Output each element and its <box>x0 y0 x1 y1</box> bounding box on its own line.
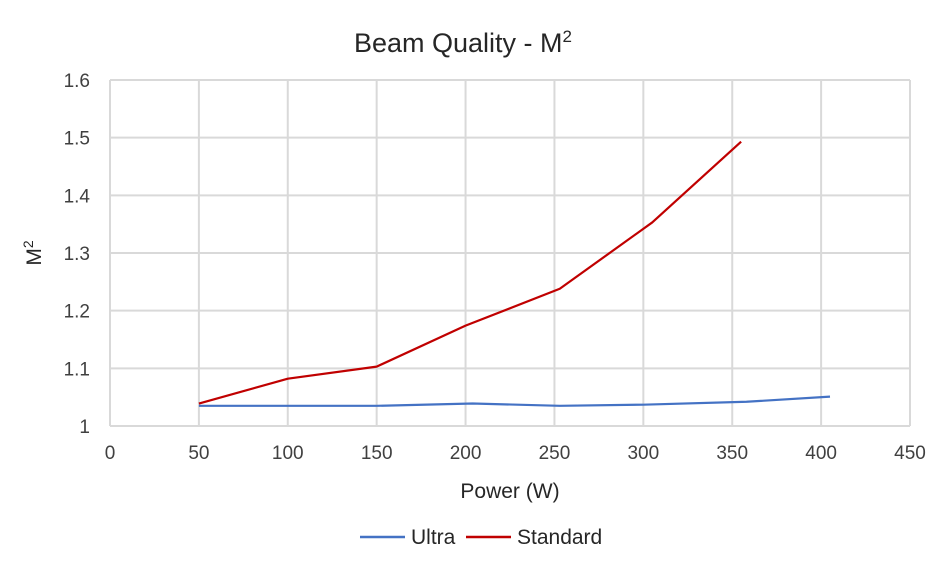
x-tick-label: 200 <box>450 443 482 464</box>
x-tick-label: 350 <box>716 443 748 464</box>
x-tick-label: 0 <box>105 443 116 464</box>
series-line-ultra <box>198 395 831 407</box>
y-tick-label: 1.5 <box>64 129 90 150</box>
x-tick-label: 300 <box>627 443 659 464</box>
x-tick-label: 100 <box>272 443 304 464</box>
x-tick-label: 250 <box>539 443 571 464</box>
y-tick-label: 1.6 <box>64 71 90 92</box>
x-axis-label: Power (W) <box>460 480 559 503</box>
y-tick-label: 1 <box>79 417 90 438</box>
x-tick-label: 450 <box>894 443 926 464</box>
series-line-standard <box>198 140 742 405</box>
legend-label-standard: Standard <box>517 526 602 549</box>
series-lines <box>198 140 831 407</box>
y-tick-label: 1.3 <box>64 244 90 265</box>
y-tick-label: 1.2 <box>64 302 90 323</box>
legend: Ultra Standard <box>360 526 602 549</box>
legend-label-ultra: Ultra <box>411 526 456 549</box>
y-axis-label: M2 <box>20 240 46 266</box>
x-tick-label: 150 <box>361 443 393 464</box>
chart-title: Beam Quality - M2 <box>354 27 572 58</box>
y-tick-label: 1.1 <box>64 359 90 380</box>
x-tick-label: 400 <box>805 443 837 464</box>
x-tick-label: 50 <box>188 443 209 464</box>
y-tick-label: 1.4 <box>64 186 91 207</box>
tick-labels: 0 50 100 150 200 250 300 350 400 450 1 1.1 1.2 1.3 1.4… <box>64 71 926 464</box>
grid <box>109 79 911 427</box>
